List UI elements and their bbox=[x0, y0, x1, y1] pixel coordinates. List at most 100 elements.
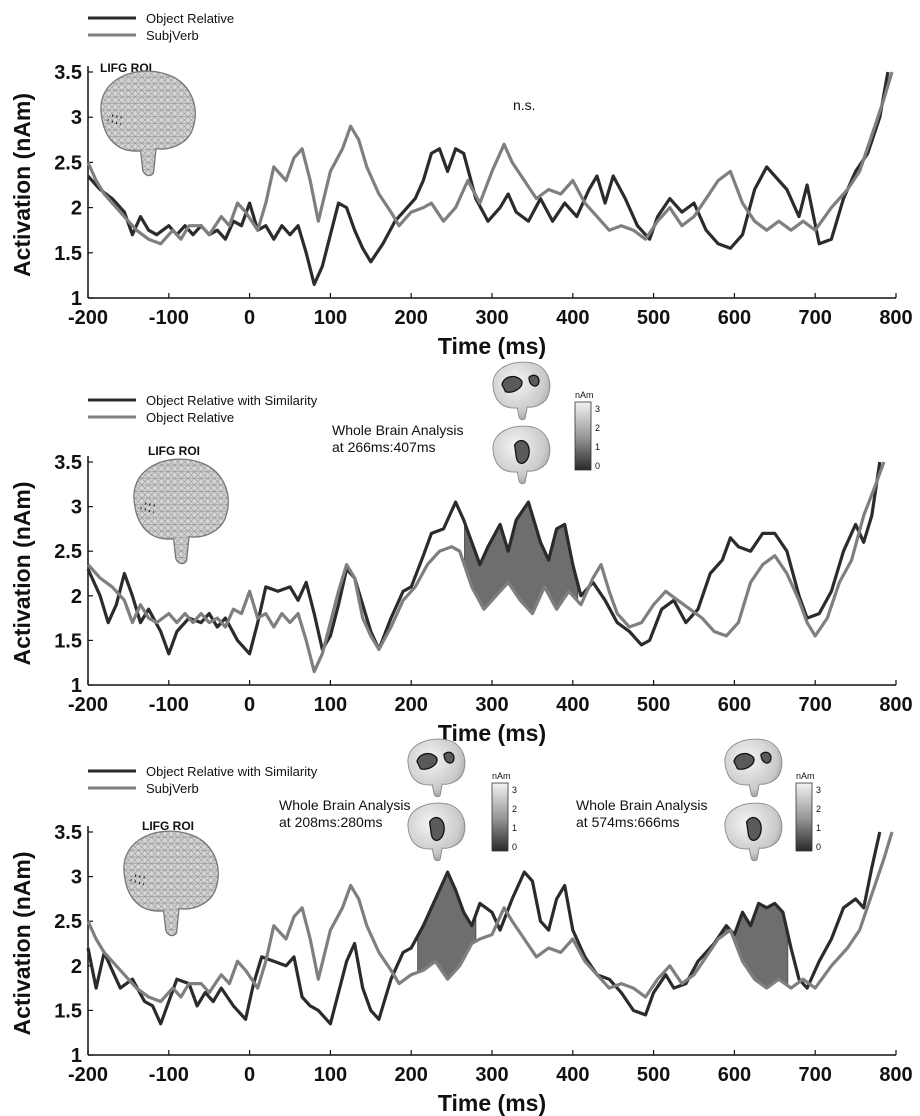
brain-mesh-shape bbox=[123, 830, 219, 937]
colorbar bbox=[491, 782, 509, 852]
x-axis-title: Time (ms) bbox=[438, 1090, 546, 1116]
whole-brain-window: at 574ms:666ms bbox=[576, 814, 680, 830]
whole-brain-label: Whole Brain Analysis bbox=[332, 422, 464, 438]
colorbar-tick: 3 bbox=[512, 785, 517, 795]
colorbar-title: nAm bbox=[575, 390, 594, 400]
brain-mesh-shape bbox=[100, 70, 196, 177]
x-tick-label: 400 bbox=[556, 1064, 589, 1086]
colorbar-tick: 0 bbox=[816, 842, 821, 852]
colorbar bbox=[795, 782, 813, 852]
y-axis-title: Activation (nAm) bbox=[9, 93, 35, 277]
colorbar-tick: 2 bbox=[595, 423, 600, 433]
y-tick-label: 2 bbox=[71, 198, 82, 220]
y-tick-label: 2.5 bbox=[54, 152, 82, 174]
legend-label: Object Relative bbox=[146, 11, 234, 26]
whole-brain-medial bbox=[492, 425, 551, 485]
x-tick-label: 300 bbox=[475, 694, 508, 716]
y-tick-label: 2.5 bbox=[54, 911, 82, 933]
y-tick-label: 3 bbox=[71, 107, 82, 129]
x-tick-label: 300 bbox=[475, 1064, 508, 1086]
series-line-1 bbox=[86, 71, 890, 286]
x-tick-label: 700 bbox=[799, 1064, 832, 1086]
colorbar-tick: 0 bbox=[512, 842, 517, 852]
roi-label: LIFG ROI bbox=[148, 444, 200, 458]
x-tick-label: 200 bbox=[395, 1064, 428, 1086]
x-axis-title: Time (ms) bbox=[438, 333, 546, 359]
colorbar-tick: 1 bbox=[512, 823, 517, 833]
colorbar-tick: 1 bbox=[816, 823, 821, 833]
x-tick-label: 0 bbox=[244, 694, 255, 716]
x-tick-label: -200 bbox=[68, 1064, 108, 1086]
whole-brain-window: at 266ms:407ms bbox=[332, 439, 436, 455]
x-tick-label: -100 bbox=[149, 694, 189, 716]
activation-blob bbox=[501, 375, 523, 393]
x-tick-label: -200 bbox=[68, 694, 108, 716]
y-tick-label: 2.5 bbox=[54, 541, 82, 563]
whole-brain-lateral bbox=[407, 738, 466, 798]
x-tick-label: 200 bbox=[395, 694, 428, 716]
chart-panel-2: 1 1.5 2 2.5 3 3.5 -200 -100 0 100 200 300 400 500 600 7… bbox=[9, 361, 913, 746]
activation-blob bbox=[416, 752, 438, 770]
series-line-2 bbox=[86, 831, 894, 1004]
x-tick-label: 0 bbox=[244, 307, 255, 329]
chart-panel-3: 11.522.533.5-200 -100 0 100 200 300 400 500 600 7… bbox=[9, 738, 913, 1116]
x-tick-label: 300 bbox=[475, 307, 508, 329]
colorbar-tick: 2 bbox=[512, 804, 517, 814]
activation-blob bbox=[528, 374, 540, 387]
x-tick-label: 500 bbox=[637, 1064, 670, 1086]
lifg-brain-icon bbox=[123, 830, 219, 937]
y-tick-label: 2 bbox=[71, 956, 82, 978]
x-tick-label: 400 bbox=[556, 307, 589, 329]
colorbar-title: nAm bbox=[796, 771, 815, 781]
significance-note: n.s. bbox=[513, 97, 536, 113]
x-tick-label: 100 bbox=[314, 694, 347, 716]
x-tick-label: -100 bbox=[149, 307, 189, 329]
whole-brain-window: at 208ms:280ms bbox=[279, 814, 383, 830]
x-tick-label: 600 bbox=[718, 307, 751, 329]
brain-surface bbox=[492, 361, 551, 421]
colorbar bbox=[574, 401, 592, 471]
x-tick-label: 700 bbox=[799, 307, 832, 329]
whole-brain-lateral bbox=[492, 361, 551, 421]
colorbar-tick: 3 bbox=[816, 785, 821, 795]
y-tick-label: 1.5 bbox=[54, 1000, 82, 1022]
x-tick-label: 800 bbox=[879, 694, 912, 716]
series-line-2 bbox=[86, 461, 886, 674]
activation-blob bbox=[760, 751, 772, 764]
colorbar-tick: 2 bbox=[816, 804, 821, 814]
whole-brain-lateral bbox=[724, 738, 783, 798]
x-tick-label: 600 bbox=[718, 694, 751, 716]
roi-marker bbox=[107, 114, 124, 126]
y-tick-label: 1 bbox=[71, 675, 82, 697]
x-tick-label: 600 bbox=[718, 1064, 751, 1086]
roi-label: LIFG ROI bbox=[142, 819, 194, 833]
series-line-1 bbox=[86, 831, 882, 1026]
x-tick-label: 100 bbox=[314, 1064, 347, 1086]
y-tick-label: 3.5 bbox=[54, 822, 82, 844]
activation-blob bbox=[513, 439, 530, 464]
y-tick-label: 1 bbox=[71, 1045, 82, 1067]
brain-mesh-shape bbox=[133, 458, 229, 565]
legend-label: Object Relative with Similarity bbox=[146, 393, 318, 408]
x-tick-label: -100 bbox=[149, 1064, 189, 1086]
y-axis-title: Activation (nAm) bbox=[9, 482, 35, 666]
whole-brain-medial bbox=[724, 802, 783, 862]
roi-marker bbox=[140, 502, 157, 514]
series-line-2 bbox=[86, 71, 894, 246]
y-tick-label: 3.5 bbox=[54, 62, 82, 84]
y-tick-label: 2 bbox=[71, 586, 82, 608]
x-tick-label: -200 bbox=[68, 307, 108, 329]
series-line-1 bbox=[86, 461, 882, 656]
activation-blob bbox=[745, 816, 762, 841]
y-tick-label: 3.5 bbox=[54, 452, 82, 474]
x-tick-label: 500 bbox=[637, 694, 670, 716]
chart-panel-1: 1 1.5 2 2.5 3 3.5 -200 -100 0 100 200 300 400 500 600 7… bbox=[9, 11, 913, 359]
x-tick-label: 0 bbox=[244, 1064, 255, 1086]
activation-blob bbox=[428, 816, 445, 841]
x-tick-label: 100 bbox=[314, 307, 347, 329]
x-tick-label: 800 bbox=[879, 1064, 912, 1086]
whole-brain-label: Whole Brain Analysis bbox=[279, 797, 411, 813]
legend-label: Object Relative with Similarity bbox=[146, 764, 318, 779]
x-tick-label: 500 bbox=[637, 307, 670, 329]
activation-blob bbox=[443, 751, 455, 764]
